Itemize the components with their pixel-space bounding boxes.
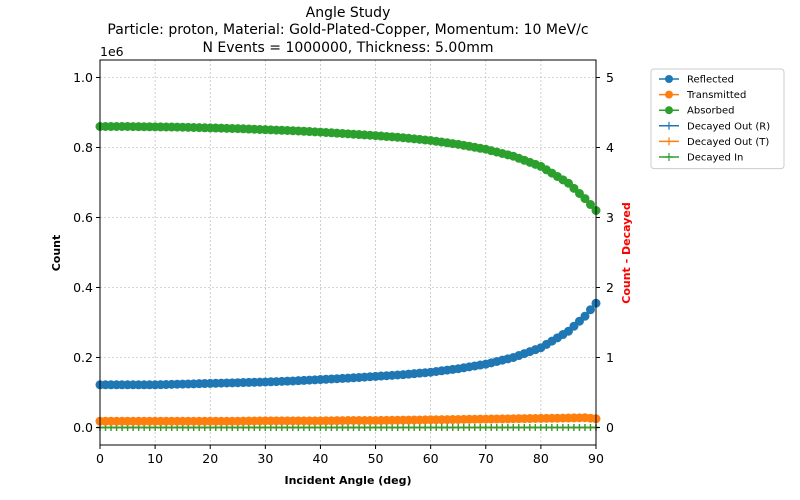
legend-label: Decayed Out (T) [687, 137, 769, 148]
x-tick-label: 90 [588, 451, 604, 466]
chart-title: Angle Study Particle: proton, Material: … [107, 5, 588, 56]
y-right-tick-label: 2 [606, 280, 614, 295]
x-tick-label: 10 [147, 451, 163, 466]
x-tick-label: 80 [533, 451, 549, 466]
y-axis-label: Count [50, 235, 63, 272]
legend-label: Reflected [687, 75, 734, 86]
x-tick-label: 20 [202, 451, 218, 466]
legend-label: Decayed Out (R) [687, 121, 770, 132]
legend-label: Transmitted [686, 90, 746, 101]
legend-swatch-marker [665, 121, 673, 130]
legend-swatch-marker [665, 153, 673, 161]
ticks: 0 10 20 30 40 50 60 70 80 90 0.0 0.2 0.4 0.6 0.8 1.0 0 1 2… [73, 70, 614, 466]
y-right-tick-label: 4 [606, 140, 614, 155]
data-point [580, 311, 590, 321]
x-tick-label: 50 [368, 451, 384, 466]
y-axis-label-right: Count - Decayed [620, 202, 633, 303]
y-offset-label: 1e6 [100, 44, 124, 59]
legend-entry-decayed-out-r: Decayed Out (R) [659, 121, 770, 132]
legend: Reflected Transmitted Absorbed Decayed Out … [650, 68, 785, 170]
series-reflected [95, 298, 601, 390]
legend-label: Decayed In [687, 153, 743, 164]
legend-entry-absorbed: Absorbed [659, 106, 734, 117]
legend-entry-decayed-out-t: Decayed Out (T) [659, 137, 769, 148]
legend-entry-transmitted: Transmitted [659, 90, 746, 101]
series-line-reflected [100, 302, 597, 386]
y-tick-label: 0.0 [73, 420, 93, 435]
legend-swatch-marker [665, 90, 673, 99]
series-absorbed [95, 122, 601, 215]
title-line-3: N Events = 1000000, Thickness: 5.00mm [202, 40, 493, 56]
legend-label: Absorbed [687, 106, 734, 117]
x-tick-label: 60 [423, 451, 439, 466]
x-tick-label: 70 [478, 451, 494, 466]
plot-frame [99, 59, 597, 446]
legend-swatch-marker [665, 106, 673, 115]
y-right-tick-label: 3 [606, 210, 614, 225]
series-line-absorbed [100, 125, 597, 212]
legend-entry-decayed-in: Decayed In [659, 153, 743, 164]
y-right-tick-label: 1 [606, 350, 614, 365]
y-tick-label: 0.2 [73, 350, 93, 365]
x-axis-label: Incident Angle (deg) [284, 474, 411, 487]
legend-entry-reflected: Reflected [659, 75, 734, 86]
y-tick-label: 0.4 [73, 280, 93, 295]
series-decayed-in [96, 424, 600, 431]
x-tick-label: 30 [257, 451, 273, 466]
y-right-tick-label: 0 [606, 420, 614, 435]
legend-swatch-marker [665, 137, 673, 146]
data-point [580, 194, 590, 204]
x-tick-label: 0 [96, 451, 104, 466]
title-line-2: Particle: proton, Material: Gold-Plated-… [107, 22, 588, 38]
data-point [585, 305, 595, 315]
data-point [585, 200, 595, 210]
legend-swatch-marker [665, 75, 673, 83]
y-tick-label: 0.8 [73, 140, 93, 155]
y-right-tick-label: 5 [606, 70, 614, 85]
legend-frame [650, 68, 785, 170]
series-layer [95, 122, 601, 431]
x-tick-label: 40 [312, 451, 328, 466]
y-tick-label: 0.6 [73, 210, 93, 225]
title-line-1: Angle Study [306, 5, 391, 21]
series-transmitted [95, 413, 601, 426]
y-tick-label: 1.0 [73, 70, 93, 85]
